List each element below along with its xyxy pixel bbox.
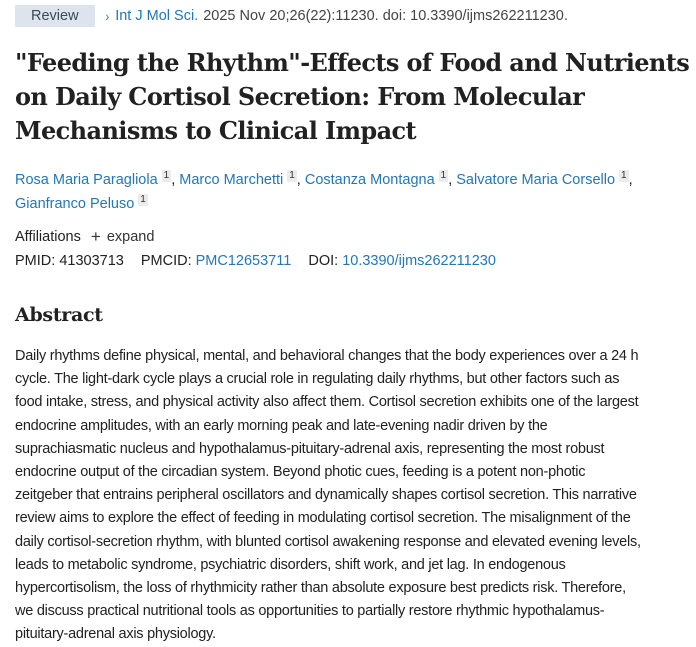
title-line: Mechanisms to Clinical Impact xyxy=(15,116,417,145)
abstract-line: cycle. The light-dark cycle plays a cruc… xyxy=(15,371,620,388)
abstract-line: endocrine amplitudes, with an early morn… xyxy=(15,417,548,434)
abstract-line: Daily rhythms define physical, mental, a… xyxy=(15,348,639,364)
citation-row: Review › Int J Mol Sci. 2025 Nov 20;26(2… xyxy=(15,5,568,27)
author-link[interactable]: Rosa Maria Paragliola xyxy=(15,172,158,188)
expand-affiliations-button[interactable]: + expand xyxy=(90,227,155,246)
affiliation-ref[interactable]: 1 xyxy=(619,170,629,182)
abstract-line: review aims to explore the effect of fee… xyxy=(15,510,631,527)
abstract-line: hypercortisolism, the loss of rhythmicit… xyxy=(15,580,626,597)
affiliation-ref[interactable]: 1 xyxy=(438,170,449,182)
author-link[interactable]: Salvatore Maria Corsello xyxy=(456,172,616,188)
title-line: "Feeding the Rhythm"-Effects of Food and… xyxy=(15,48,690,77)
pmcid-label: PMCID: xyxy=(140,253,192,269)
publication-type-badge: Review xyxy=(15,5,95,27)
abstract-line: leads to metabolic syndrome, psychiatric… xyxy=(15,556,566,573)
author-link[interactable]: Marco Marchetti xyxy=(179,172,284,188)
abstract-line: we discuss practical nutritional tools a… xyxy=(15,603,605,620)
abstract-line: pituitary-adrenal axis physiology. xyxy=(15,626,216,643)
author-list: Rosa Maria Paragliola 1, Marco Marchetti 1… xyxy=(15,170,633,212)
journal-link[interactable]: Int J Mol Sci. xyxy=(115,8,199,24)
affiliation-ref[interactable]: 1 xyxy=(161,170,172,182)
abstract-heading: Abstract xyxy=(15,304,103,326)
author-link[interactable]: Gianfranco Peluso xyxy=(15,196,135,212)
doi-label: DOI: xyxy=(308,253,339,269)
abstract-line: zeitgeber that entrains peripheral oscil… xyxy=(15,487,637,504)
plus-icon: + xyxy=(90,227,101,246)
pmcid-group: PMCID: PMC12653711 xyxy=(141,253,291,269)
abstract-line: endocrine output of the circadian system… xyxy=(15,464,586,481)
doi-group: DOI: 10.3390/ijms262211230 xyxy=(308,253,496,269)
identifiers-row: PMID: 41303713 PMCID: PMC12653711 DOI: 1… xyxy=(15,251,509,271)
pmid-value: 41303713 xyxy=(59,253,124,269)
pmid-label: PMID: xyxy=(15,253,56,269)
affiliation-ref[interactable]: 1 xyxy=(138,194,148,206)
pmcid-link[interactable]: PMC12653711 xyxy=(195,253,292,269)
expand-label: expand xyxy=(106,229,155,245)
abstract-line: food intake, stress, and physical activi… xyxy=(15,394,639,411)
abstract-line: suprachiasmatic nucleus and hypothalamus… xyxy=(15,440,605,457)
citation-details: 2025 Nov 20;26(22):11230. doi: 10.3390/i… xyxy=(203,8,568,24)
affiliations-label: Affiliations xyxy=(15,229,81,245)
title-line: on Daily Cortisol Secretion: From Molecu… xyxy=(15,82,585,111)
abstract-text: Daily rhythms define physical, mental, a… xyxy=(15,345,696,647)
affiliation-ref[interactable]: 1 xyxy=(287,170,297,182)
doi-link[interactable]: 10.3390/ijms262211230 xyxy=(342,253,496,269)
abstract-line: daily cortisol-secretion rhythm, with bl… xyxy=(15,533,641,550)
article-title: "Feeding the Rhythm"-Effects of Food and… xyxy=(15,46,696,148)
author-link[interactable]: Costanza Montagna xyxy=(304,172,435,188)
affiliations-row: Affiliations + expand xyxy=(15,226,154,247)
chevron-right-icon[interactable]: › xyxy=(105,8,109,24)
pmid-group: PMID: 41303713 xyxy=(15,253,124,269)
